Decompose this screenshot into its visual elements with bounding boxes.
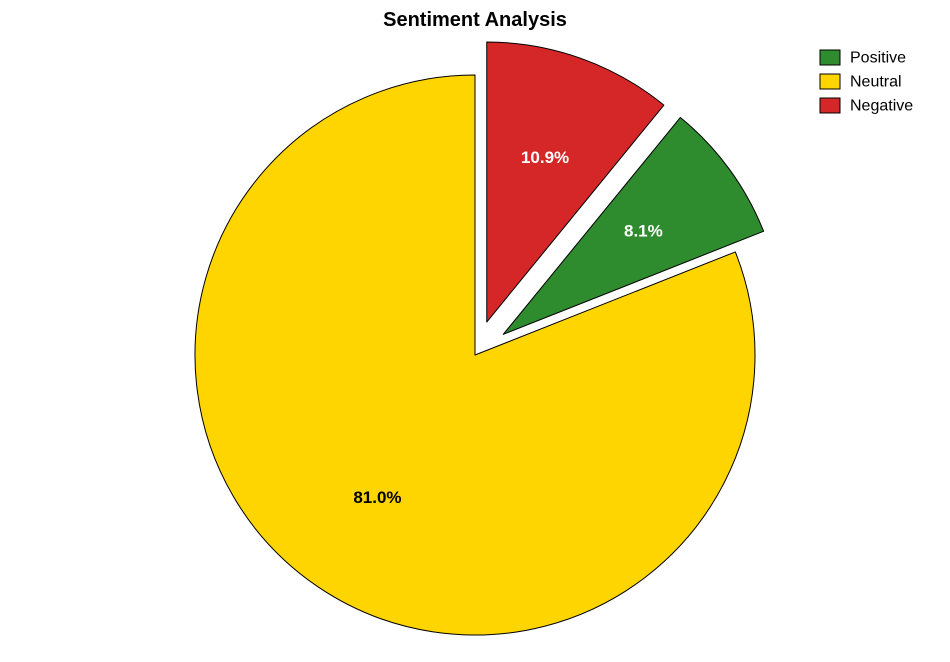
legend-label-neutral: Neutral <box>850 74 902 91</box>
chart-title: Sentiment Analysis <box>383 9 567 31</box>
legend-label-positive: Positive <box>850 50 906 67</box>
slice-label-positive: 8.1% <box>624 221 663 240</box>
legend-label-negative: Negative <box>850 98 913 115</box>
legend-swatch-negative <box>820 98 840 113</box>
slice-label-neutral: 81.0% <box>353 488 401 507</box>
slice-label-negative: 10.9% <box>521 148 569 167</box>
legend-swatch-neutral <box>820 74 840 89</box>
sentiment-pie-chart: Sentiment Analysis 81.0% 8.1% 10.9% Positi… <box>0 0 950 662</box>
legend-swatch-positive <box>820 50 840 65</box>
legend: Positive Neutral Negative <box>820 50 913 115</box>
pie-slices <box>195 42 764 635</box>
